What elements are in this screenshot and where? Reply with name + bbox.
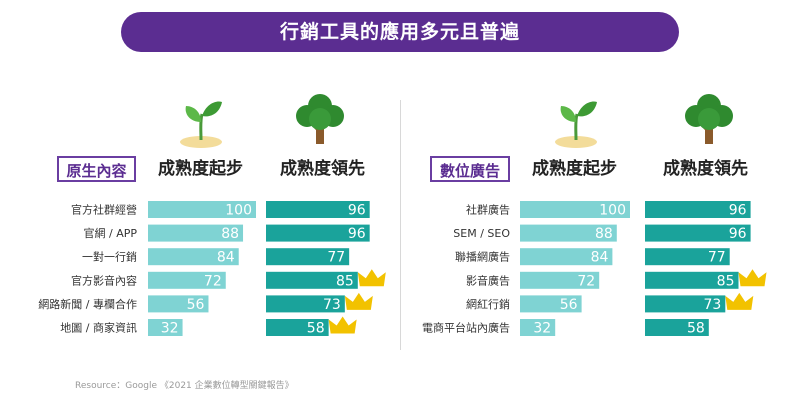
bar <box>266 271 358 289</box>
row-label: 網紅行銷 <box>466 297 510 311</box>
bar-value-label: 72 <box>204 273 222 289</box>
bar <box>148 224 244 242</box>
bar-value-label: 88 <box>221 226 239 242</box>
bar-value-label: 77 <box>327 250 345 266</box>
bar-value-label: 72 <box>577 273 595 289</box>
row-label: SEM / SEO <box>453 227 510 240</box>
bar <box>520 271 600 289</box>
bar-value-label: 96 <box>729 226 747 242</box>
column-header-starter: 成熟度起步 <box>158 159 243 179</box>
bar <box>645 319 709 336</box>
bar <box>645 248 730 266</box>
bar-value-label: 100 <box>225 203 252 219</box>
bar-value-label: 32 <box>533 321 551 337</box>
tree-icon <box>296 94 344 144</box>
bar <box>520 319 556 336</box>
row-label: 影音廣告 <box>466 273 510 287</box>
category-label-native-content: 原生內容 <box>57 156 136 182</box>
row-label: 社群廣告 <box>466 203 510 217</box>
bar <box>645 224 751 242</box>
column-header-leader: 成熟度領先 <box>663 159 748 179</box>
row-label: 網路新聞 / 專欄合作 <box>38 297 137 311</box>
row-label: 地圖 / 商家資訊 <box>60 321 137 335</box>
sprout-icon <box>555 101 597 148</box>
column-header-starter: 成熟度起步 <box>532 159 617 179</box>
category-label-digital-ads: 數位廣告 <box>430 156 510 182</box>
crown-icon <box>725 292 754 310</box>
crown-icon <box>344 292 373 310</box>
sprout-icon <box>180 101 222 148</box>
page-title: 行銷工具的應用多元且普遍 <box>121 12 679 52</box>
bar <box>148 295 209 313</box>
row-label: 官方社群經營 <box>71 203 137 217</box>
bar <box>148 201 256 218</box>
bar-value-label: 96 <box>348 203 366 219</box>
bar-value-label: 96 <box>348 226 366 242</box>
bar-value-label: 88 <box>595 226 613 242</box>
bar-value-label: 84 <box>217 250 235 266</box>
column-header-leader: 成熟度領先 <box>280 159 365 179</box>
bar <box>645 201 751 218</box>
bar-value-label: 73 <box>703 297 721 313</box>
bar <box>266 295 345 313</box>
row-label: 電商平台站內廣告 <box>422 321 510 335</box>
bar <box>645 271 739 289</box>
bar <box>520 248 613 266</box>
bar <box>645 295 726 313</box>
bar-value-label: 58 <box>307 321 325 337</box>
bar-value-label: 96 <box>729 203 747 219</box>
bar <box>520 201 630 218</box>
bar-value-label: 84 <box>591 250 609 266</box>
bar-value-label: 56 <box>187 297 205 313</box>
bar <box>148 248 239 266</box>
bar <box>148 319 183 336</box>
bar <box>266 201 370 218</box>
crown-icon <box>357 269 386 287</box>
bar-value-label: 56 <box>560 297 578 313</box>
bar-value-label: 100 <box>599 203 626 219</box>
row-label: 官網 / APP <box>84 226 138 240</box>
bar-value-label: 58 <box>687 321 705 337</box>
bar-value-label: 77 <box>708 250 726 266</box>
source-note: Resource：Google 《2021 企業數位轉型關鍵報告》 <box>75 381 294 391</box>
bar-value-label: 73 <box>323 297 341 313</box>
row-label: 一對一行銷 <box>82 250 137 264</box>
bar <box>148 271 226 289</box>
bar-value-label: 32 <box>161 321 179 337</box>
tree-icon <box>685 94 733 144</box>
row-label: 聯播網廣告 <box>455 250 510 264</box>
panel-divider <box>400 100 401 350</box>
bar <box>520 224 617 242</box>
crown-icon <box>328 316 357 334</box>
row-label: 官方影音內容 <box>71 273 137 287</box>
bar-value-label: 85 <box>717 273 735 289</box>
crown-icon <box>738 269 767 287</box>
bar <box>520 295 582 313</box>
bar-value-label: 85 <box>336 273 354 289</box>
bar <box>266 224 370 242</box>
bar <box>266 248 350 266</box>
bar <box>266 319 329 336</box>
